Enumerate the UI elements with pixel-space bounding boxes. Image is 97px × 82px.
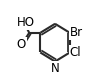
Text: O: O	[17, 38, 26, 51]
Text: Cl: Cl	[70, 46, 81, 59]
Text: HO: HO	[17, 16, 35, 29]
Text: N: N	[51, 62, 59, 75]
Text: Br: Br	[70, 26, 83, 39]
